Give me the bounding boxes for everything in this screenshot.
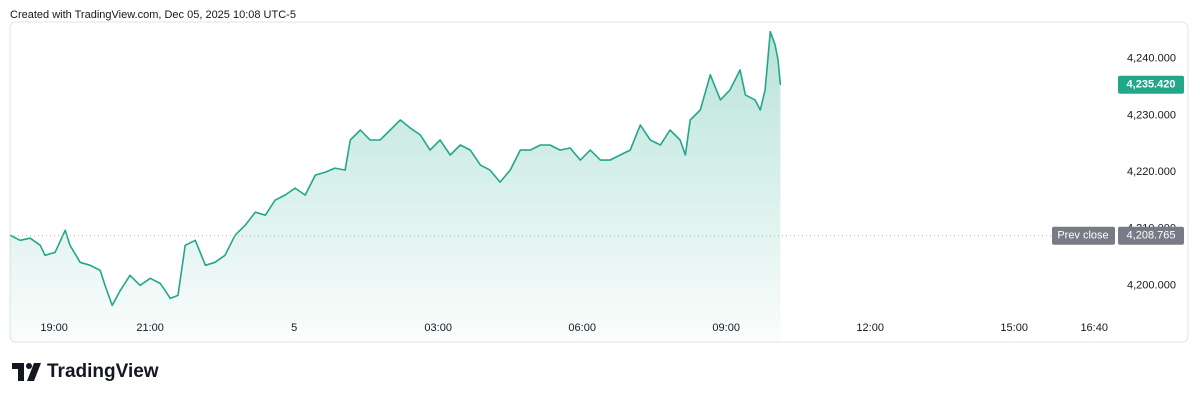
brand-name: TradingView [47,361,159,382]
y-tick-label: 4,200.000 [1127,279,1176,291]
price-line [9,30,782,307]
prev-close-name: Prev close [1057,230,1108,242]
prev-close-value-tag [1118,226,1184,245]
brand-logo [12,363,41,381]
x-tick-label: 15:00 [1000,322,1028,334]
prev-close-value: 4,208.765 [1127,230,1176,242]
y-tick-label: 4,240.000 [1127,53,1176,65]
prev-close-tag [1052,226,1115,245]
x-tick-label: 16:40 [1080,322,1108,334]
last-price-tag [1118,75,1184,94]
chart-title: Created with TradingView.com, Dec 05, 20… [10,9,296,21]
x-tick-label: 12:00 [856,322,884,334]
y-tick-label: 4,220.000 [1127,166,1176,178]
area-fill [10,31,781,342]
last-price-label: 4,235.420 [1127,79,1176,91]
y-tick-label: 4,230.000 [1127,109,1176,121]
